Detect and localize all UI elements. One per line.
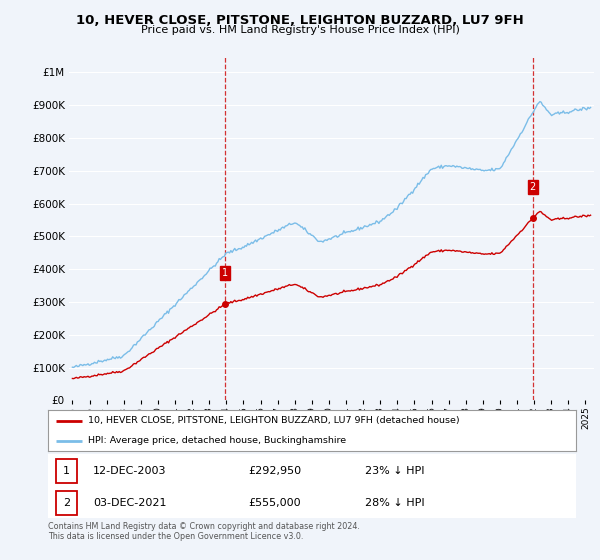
Text: 28% ↓ HPI: 28% ↓ HPI <box>365 498 424 508</box>
Text: HPI: Average price, detached house, Buckinghamshire: HPI: Average price, detached house, Buck… <box>88 436 346 446</box>
Text: 23% ↓ HPI: 23% ↓ HPI <box>365 466 424 476</box>
Text: 2: 2 <box>63 498 70 508</box>
Text: £555,000: £555,000 <box>248 498 301 508</box>
Text: 1: 1 <box>222 268 228 278</box>
Text: 10, HEVER CLOSE, PITSTONE, LEIGHTON BUZZARD, LU7 9FH: 10, HEVER CLOSE, PITSTONE, LEIGHTON BUZZ… <box>76 14 524 27</box>
Text: £292,950: £292,950 <box>248 466 302 476</box>
Text: 03-DEC-2021: 03-DEC-2021 <box>93 498 166 508</box>
Text: Price paid vs. HM Land Registry's House Price Index (HPI): Price paid vs. HM Land Registry's House … <box>140 25 460 35</box>
FancyBboxPatch shape <box>56 459 77 483</box>
Text: Contains HM Land Registry data © Crown copyright and database right 2024.
This d: Contains HM Land Registry data © Crown c… <box>48 522 360 542</box>
Text: 2: 2 <box>530 182 536 192</box>
Text: 1: 1 <box>63 466 70 476</box>
FancyBboxPatch shape <box>56 491 77 515</box>
Text: 10, HEVER CLOSE, PITSTONE, LEIGHTON BUZZARD, LU7 9FH (detached house): 10, HEVER CLOSE, PITSTONE, LEIGHTON BUZZ… <box>88 416 459 425</box>
Text: 12-DEC-2003: 12-DEC-2003 <box>93 466 166 476</box>
